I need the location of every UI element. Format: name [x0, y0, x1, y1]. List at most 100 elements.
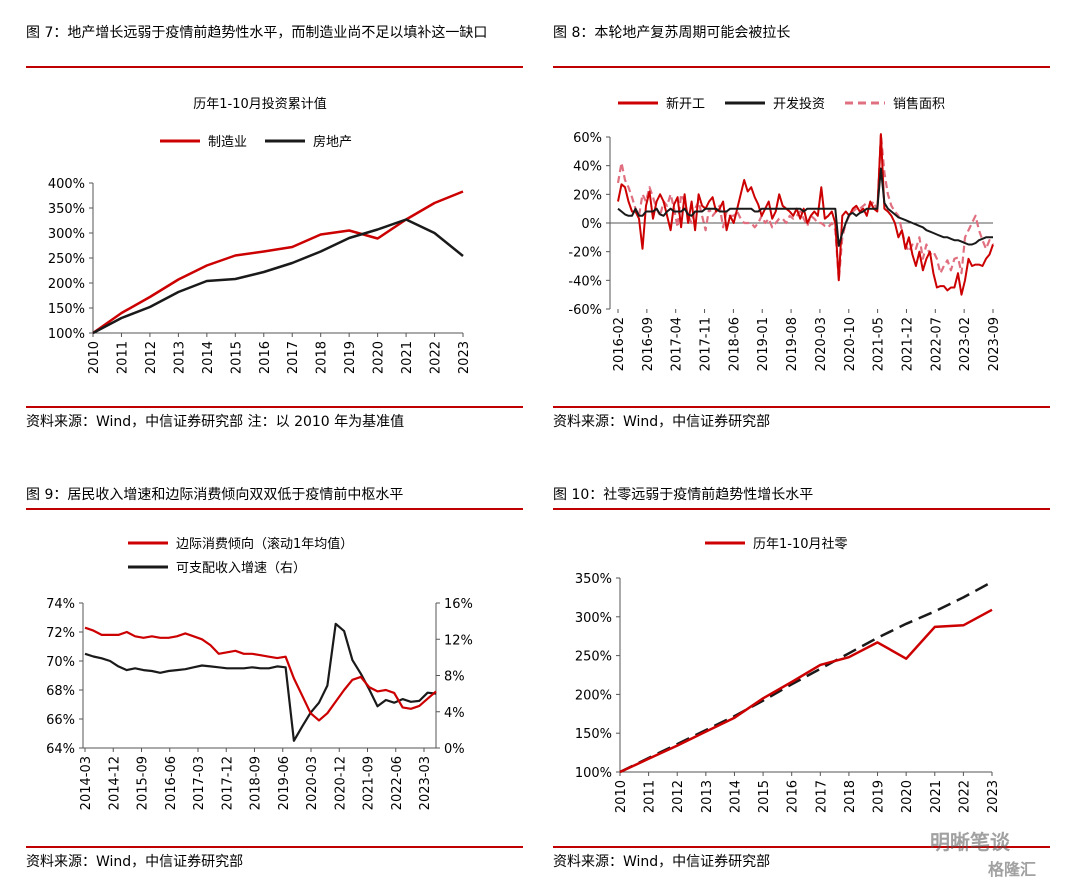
chart7-x-tick-label: 2022 — [429, 341, 444, 374]
chart10-x-tick-label: 2022 — [957, 780, 972, 813]
chart10-x-tick-label: 2023 — [986, 780, 1001, 813]
chart8-x-tick-label: 2021-12 — [900, 317, 915, 371]
chart8-series-investment-legend-label: 开发投资 — [773, 96, 825, 112]
chart10-x-tick-label: 2013 — [700, 780, 715, 813]
chart7-series-manufacturing-legend-label: 制造业 — [208, 135, 247, 150]
chart7-x-tick-label: 2011 — [115, 341, 130, 374]
chart9-series-mpc-legend-label: 边际消费倾向（滚动1年均值） — [176, 536, 353, 552]
figure-8-bottom-rule — [553, 406, 1050, 408]
chart8-x-tick-label: 2017-11 — [699, 317, 714, 371]
chart9-x-tick-label: 2017-12 — [220, 756, 235, 810]
chart8-x-tick-label: 2016-09 — [641, 317, 656, 371]
chart10-y-tick-label: 200% — [575, 688, 612, 703]
chart7-y-tick-label: 300% — [48, 227, 85, 242]
chart7-x-tick-label: 2014 — [201, 341, 216, 374]
chart9-x-tick-label: 2021-09 — [362, 756, 377, 810]
chart9-x-tick-label: 2015-09 — [136, 756, 151, 810]
chart7-y-tick-label: 200% — [48, 277, 85, 292]
chart7-y-tick-label: 250% — [48, 252, 85, 267]
chart10-x-tick-label: 2012 — [671, 780, 686, 813]
watermark-site: 格隆汇 — [988, 860, 1037, 879]
chart7-realestate-line — [92, 218, 464, 335]
chart8-x-tick-label: 2020-03 — [814, 317, 829, 371]
chart7-y-tick-label: 100% — [48, 327, 85, 342]
chart8-x-tick-label: 2023-02 — [958, 317, 973, 371]
chart10-x-tick-label: 2021 — [929, 780, 944, 813]
chart10-x-tick-label: 2015 — [757, 780, 772, 813]
figure-7-source: 资料来源：Wind，中信证券研究部 注：以 2010 年为基准值 — [26, 414, 405, 430]
chart7-series-realestate-legend-label: 房地产 — [313, 134, 352, 150]
chart8-x-tick-label: 2018-06 — [727, 317, 742, 371]
chart9-y-left-tick-label: 68% — [46, 684, 75, 699]
chart10-series-retail-legend-label: 历年1-10月社零 — [753, 536, 848, 552]
chart7-manufacturing-line — [92, 190, 464, 335]
chart8-x-tick-label: 2016-02 — [612, 317, 627, 371]
chart10-y-tick-label: 250% — [575, 650, 612, 665]
chart7-x-tick-label: 2021 — [400, 341, 415, 374]
chart7-x-tick-label: 2015 — [229, 341, 244, 374]
figure-10-top-rule — [553, 508, 1050, 510]
chart8-y-tick-label: 60% — [573, 131, 602, 146]
chart7-x-tick-label: 2012 — [144, 341, 159, 374]
chart9-y-right-tick-label: 12% — [444, 633, 473, 648]
chart7-x-tick-label: 2018 — [315, 341, 330, 374]
chart9-x-tick-label: 2019-06 — [277, 756, 292, 810]
chart9-x-tick-label: 2014-12 — [107, 756, 122, 810]
chart8-newstarts-line — [617, 133, 994, 296]
chart8-y-tick-label: 40% — [573, 160, 602, 175]
figure-10-title: 图 10：社零远弱于疫情前趋势性增长水平 — [553, 487, 814, 503]
figure-10-bottom-rule — [553, 846, 1050, 848]
chart7-x-tick-label: 2016 — [258, 341, 273, 374]
chart10-x-tick-label: 2019 — [872, 780, 887, 813]
figure-8-source: 资料来源：Wind，中信证券研究部 — [553, 414, 771, 430]
figure-9-title: 图 9：居民收入增速和边际消费倾向双双低于疫情前中枢水平 — [26, 487, 404, 503]
chart10-x-tick-label: 2010 — [614, 780, 629, 813]
chart9-y-right-tick-label: 0% — [444, 742, 465, 757]
chart7-y-tick-label: 350% — [48, 202, 85, 217]
chart9-y-left-tick-label: 64% — [46, 742, 75, 757]
chart8-x-tick-label: 2019-08 — [785, 317, 800, 371]
chart9-y-left-tick-label: 66% — [46, 713, 75, 728]
chart10-y-tick-label: 100% — [575, 766, 612, 781]
chart9-income-line — [84, 622, 437, 742]
chart9-x-tick-label: 2022-06 — [390, 756, 405, 810]
figure-7-top-rule — [26, 66, 523, 68]
watermark-brand: 明晰笔谈 — [930, 830, 1010, 854]
figure-7-title: 图 7：地产增长远弱于疫情前趋势性水平，而制造业尚不足以填补这一缺口 — [26, 25, 488, 41]
chart8-y-tick-label: -40% — [568, 274, 602, 289]
figure-9-bottom-rule — [26, 846, 523, 848]
chart9-x-tick-label: 2020-12 — [333, 756, 348, 810]
chart8-x-tick-label: 2023-09 — [987, 317, 1002, 371]
chart8-series-newstarts-legend-label: 新开工 — [666, 96, 705, 112]
figure-10-source: 资料来源：Wind，中信证券研究部 — [553, 854, 771, 870]
chart7-x-tick-label: 2013 — [172, 341, 187, 374]
figure-9-source: 资料来源：Wind，中信证券研究部 — [26, 854, 244, 870]
chart8-series-salesarea-legend-label: 销售面积 — [893, 96, 945, 112]
chart10-retail-line — [619, 608, 993, 774]
chart10-y-tick-label: 350% — [575, 572, 612, 587]
chart8-y-tick-label: -60% — [568, 303, 602, 318]
chart10-y-tick-label: 300% — [575, 611, 612, 626]
chart7-x-tick-label: 2020 — [372, 341, 387, 374]
figure-7-bottom-rule — [26, 406, 523, 408]
chart9-x-tick-label: 2014-03 — [79, 756, 94, 810]
chart9-x-tick-label: 2017-03 — [192, 756, 207, 810]
chart7-x-tick-label: 2023 — [457, 341, 472, 374]
chart10-x-tick-label: 2011 — [643, 780, 658, 813]
chart9-x-tick-label: 2018-09 — [249, 756, 264, 810]
chart10-x-tick-label: 2018 — [843, 780, 858, 813]
chart9-y-left-tick-label: 72% — [46, 626, 75, 641]
chart7-x-tick-label: 2010 — [87, 341, 102, 374]
chart8-investment-line — [617, 167, 993, 247]
chart7-x-tick-label: 2017 — [286, 341, 301, 374]
chart7-y-tick-label: 150% — [48, 302, 85, 317]
chart9-x-tick-label: 2016-06 — [164, 756, 179, 810]
chart9-mpc-line — [84, 626, 437, 722]
chart9-x-tick-label: 2020-03 — [305, 756, 320, 810]
chart10-x-tick-label: 2017 — [814, 780, 829, 813]
chart8-x-tick-label: 2022-07 — [929, 317, 944, 371]
chart8-y-tick-label: -20% — [568, 246, 602, 261]
chart9-y-right-tick-label: 4% — [444, 706, 465, 721]
chart8-x-tick-label: 2017-04 — [670, 317, 685, 371]
